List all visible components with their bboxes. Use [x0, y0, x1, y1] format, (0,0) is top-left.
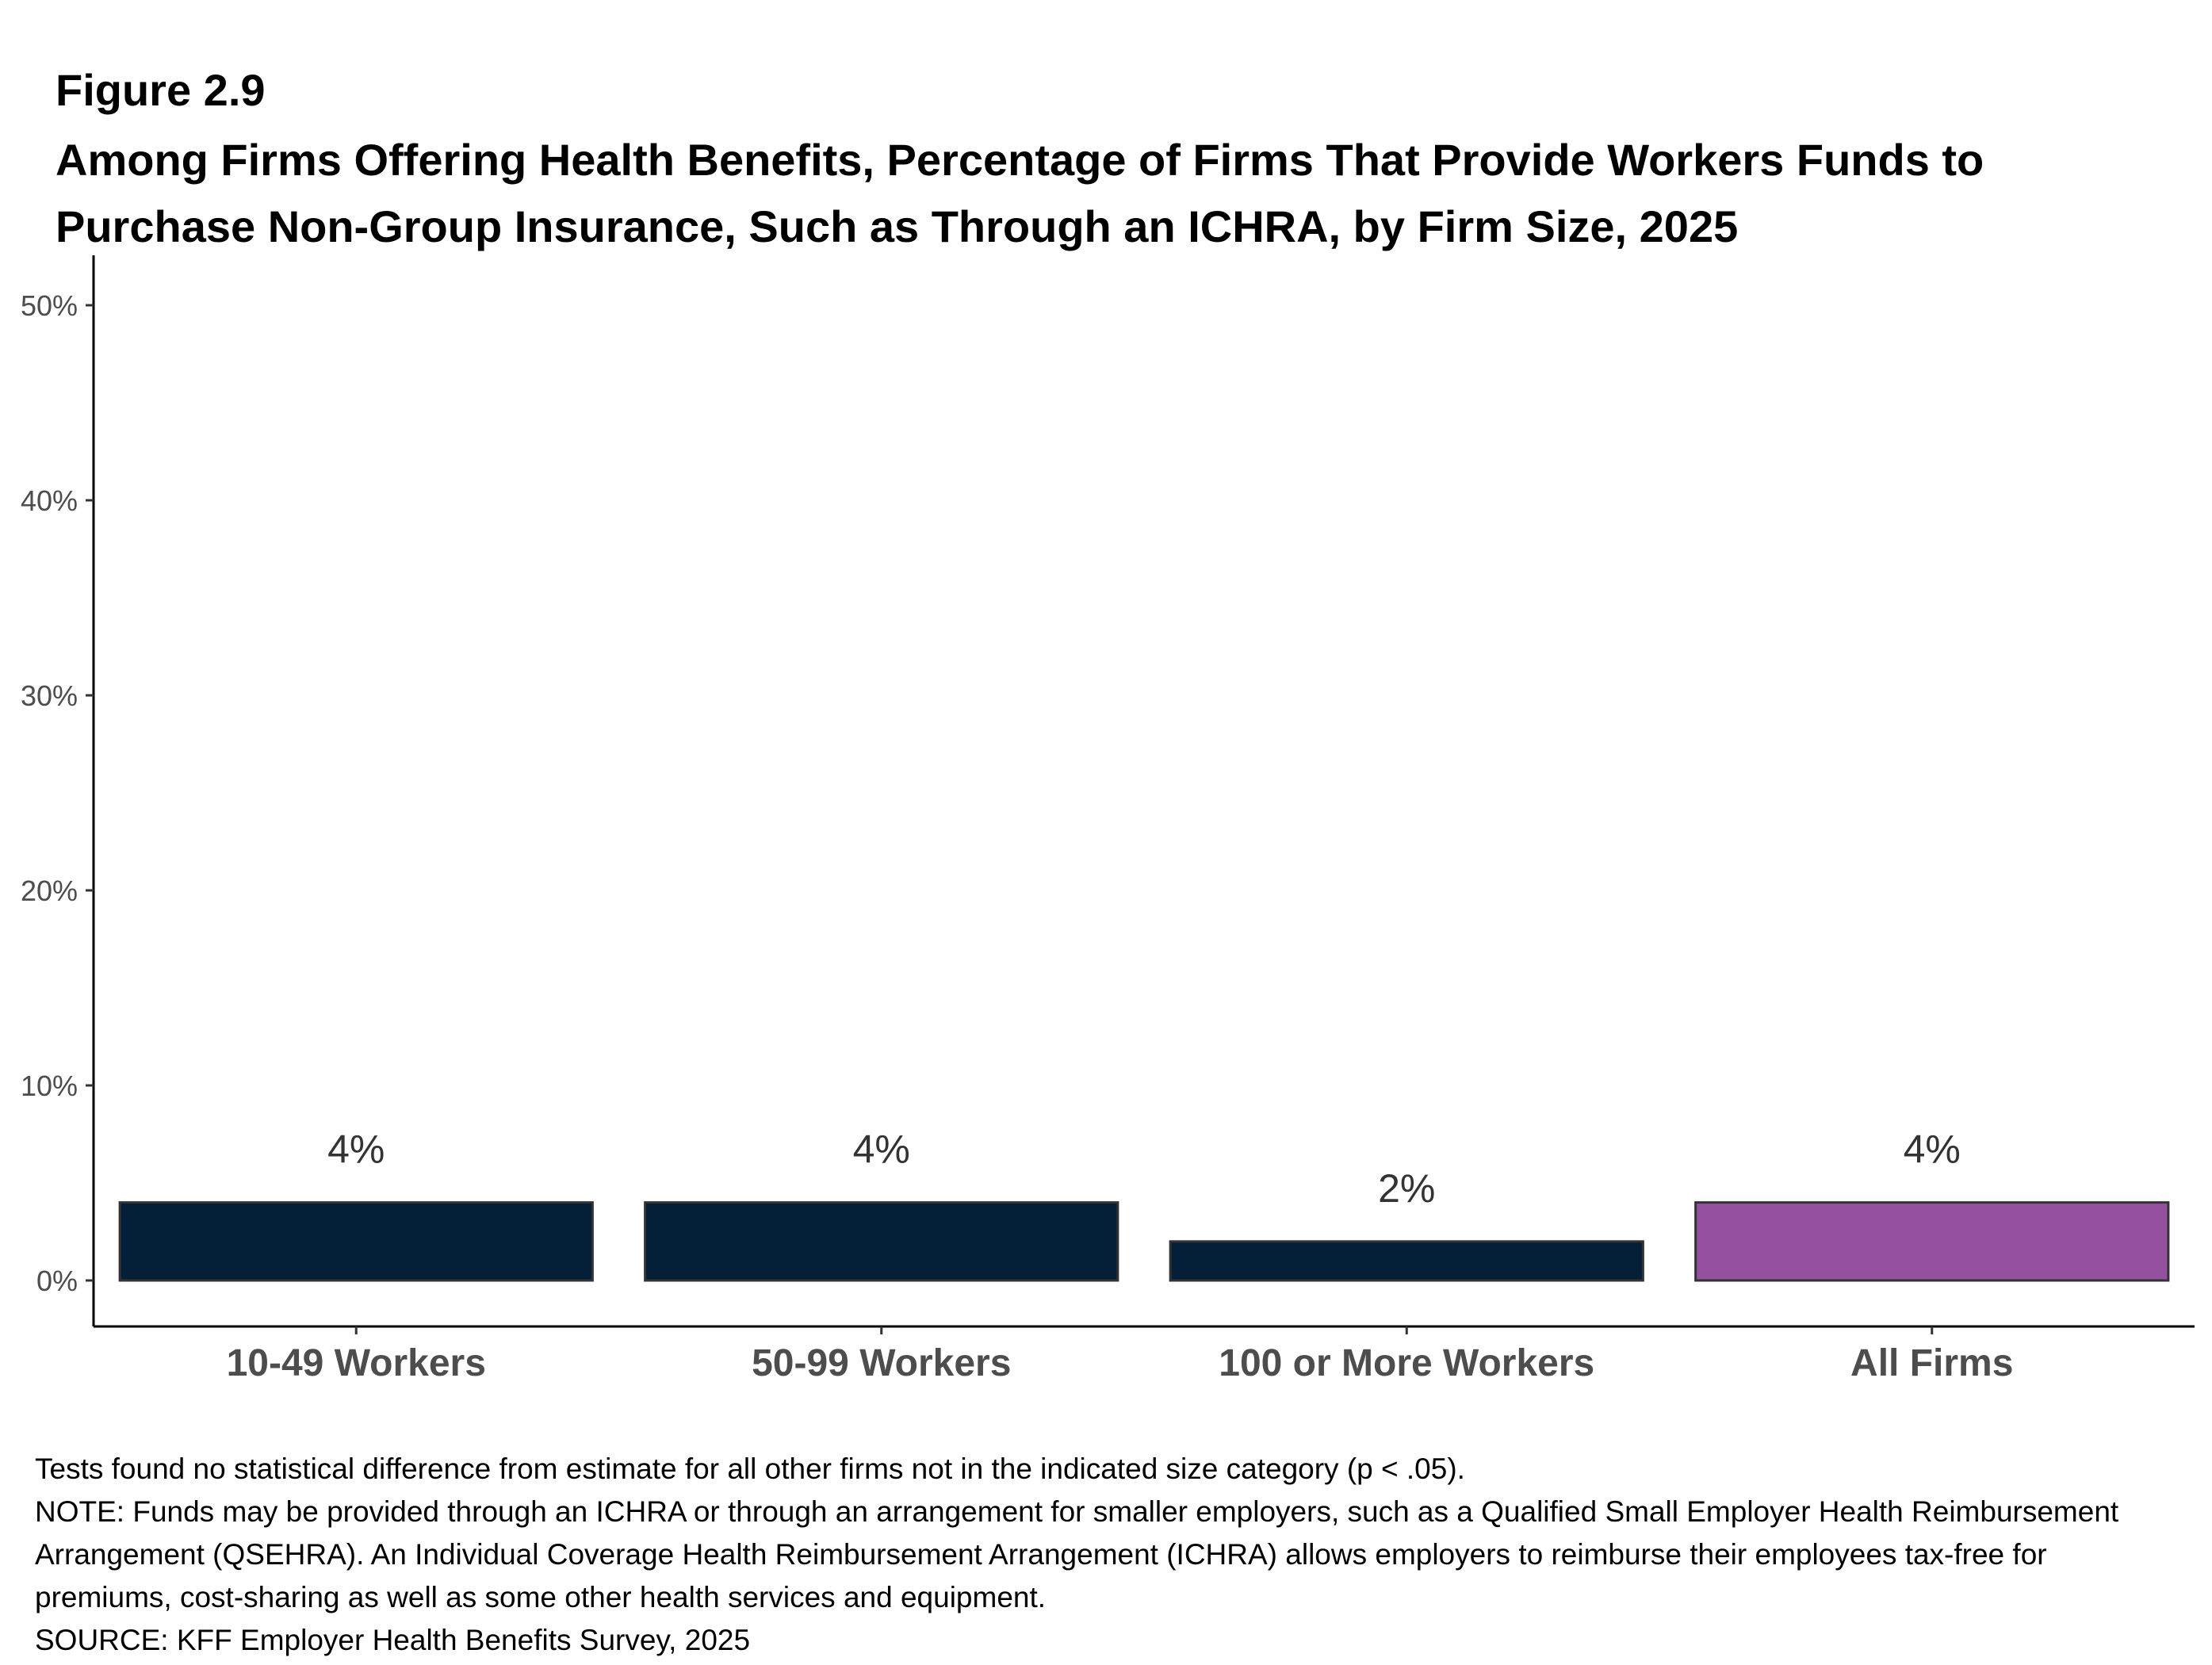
figure-label: Figure 2.9: [55, 65, 266, 115]
bars: [118, 1201, 2170, 1282]
data-label: 4%: [853, 1127, 910, 1172]
source-note: SOURCE: KFF Employer Health Benefits Sur…: [35, 1624, 751, 1656]
y-tick-label: 50%: [21, 289, 78, 322]
figure-notes: Tests found no statistical difference fr…: [35, 1448, 2191, 1662]
bar: [118, 1201, 594, 1282]
bar: [1169, 1240, 1644, 1282]
data-label: 2%: [1378, 1166, 1435, 1211]
x-tick-label: 100 or More Workers: [1219, 1342, 1594, 1384]
y-tick-label: 40%: [21, 484, 78, 517]
y-tick-label: 0%: [36, 1265, 78, 1297]
bar: [1694, 1201, 2170, 1282]
significance-note: Tests found no statistical difference fr…: [35, 1453, 1465, 1485]
y-tick-label: 10%: [21, 1070, 78, 1102]
chart-title: Among Firms Offering Health Benefits, Pe…: [55, 135, 1984, 251]
methodology-note: NOTE: Funds may be provided through an I…: [35, 1495, 2119, 1613]
bar: [644, 1201, 1119, 1282]
data-label: 4%: [1904, 1127, 1961, 1172]
x-tick-label: 50-99 Workers: [752, 1342, 1011, 1384]
x-tick-label: 10-49 Workers: [227, 1342, 486, 1384]
x-tick-label: All Firms: [1850, 1342, 2013, 1384]
data-label: 4%: [327, 1127, 385, 1172]
bar-chart: 0% 10% 20% 30% 40% 50% 10-49 Workers 50-99 Wor…: [21, 255, 2195, 1384]
y-axis: 0% 10% 20% 30% 40% 50%: [21, 255, 95, 1326]
x-axis: 10-49 Workers 50-99 Workers 100 or More Wo…: [94, 1325, 2195, 1384]
data-labels: 4% 4% 2% 4%: [327, 1127, 1961, 1211]
y-tick-label: 20%: [21, 875, 78, 907]
y-tick-label: 30%: [21, 679, 78, 712]
